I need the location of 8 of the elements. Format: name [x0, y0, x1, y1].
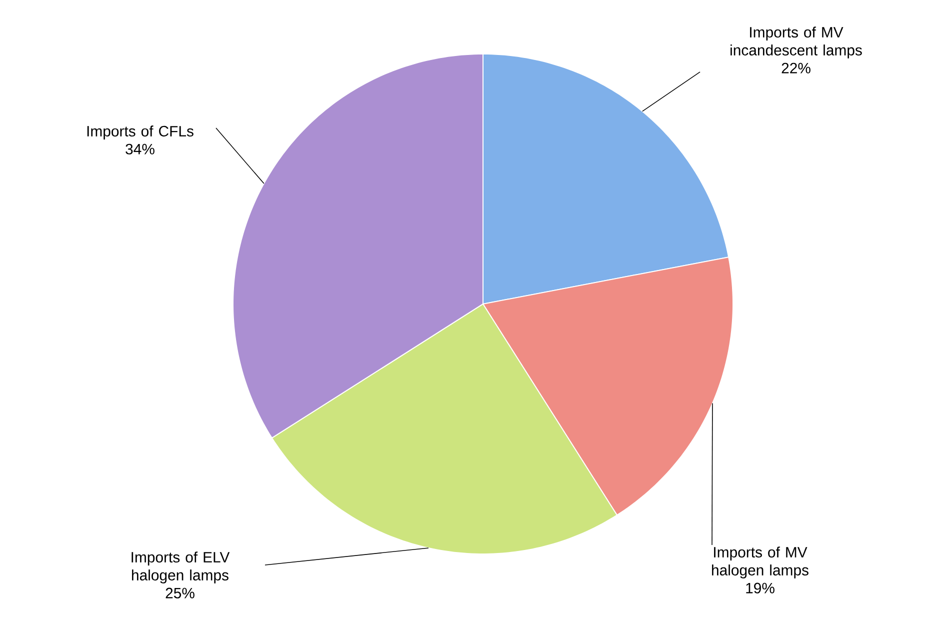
- slice-label: Imports of CFLs: [87, 126, 194, 140]
- slice-label: Imports of MV incandescent lamps: [730, 26, 862, 58]
- slice-label: Imports of MV halogen lamps: [712, 546, 808, 578]
- data-label: 25%: [166, 588, 194, 598]
- data-label: 34%: [126, 144, 154, 154]
- slice-label: Imports of ELV halogen lamps: [132, 552, 230, 584]
- data-label: 22%: [782, 62, 810, 74]
- data-label: 19%: [746, 582, 774, 594]
